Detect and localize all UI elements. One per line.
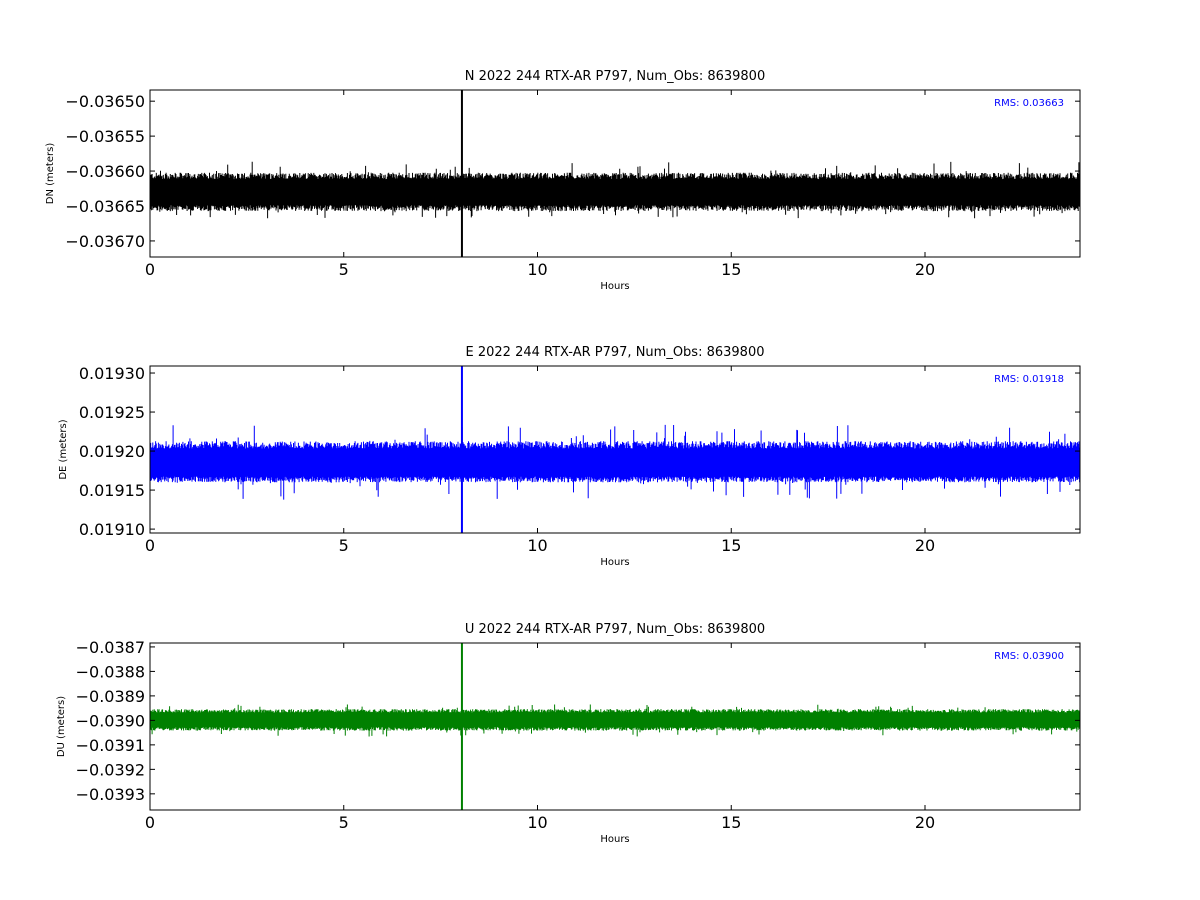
north-x-tick-label: 20 (915, 260, 935, 279)
up-x-tick-label: 15 (721, 813, 741, 832)
up-x-axis-label: Hours (600, 834, 629, 845)
east-series (150, 366, 1080, 533)
north-x-tick-label: 5 (339, 260, 349, 279)
up-x-tick-label: 0 (145, 813, 155, 832)
north-x-tick-label: 0 (145, 260, 155, 279)
east-panel: E 2022 244 RTX-AR P797, Num_Obs: 8639800… (58, 345, 1081, 568)
north-y-axis-label: DN (meters) (45, 143, 56, 205)
up-x-tick-label: 5 (339, 813, 349, 832)
east-y-axis-label: DE (meters) (58, 419, 69, 479)
up-y-tick-label: −0.0389 (76, 687, 145, 706)
north-series-line (150, 161, 1080, 219)
north-x-axis-label: Hours (600, 281, 629, 292)
up-y-axis-label: DU (meters) (56, 696, 67, 757)
east-panel-title: E 2022 244 RTX-AR P797, Num_Obs: 8639800 (466, 345, 765, 360)
north-panel: N 2022 244 RTX-AR P797, Num_Obs: 8639800… (45, 69, 1081, 292)
east-y-tick-label: 0.01915 (79, 481, 145, 500)
east-y-tick-label: 0.01920 (79, 442, 145, 461)
east-series-line (150, 424, 1080, 500)
up-panel: U 2022 244 RTX-AR P797, Num_Obs: 8639800… (56, 622, 1081, 845)
up-panel-title: U 2022 244 RTX-AR P797, Num_Obs: 8639800 (465, 622, 765, 637)
north-x-tick-label: 10 (527, 260, 547, 279)
east-x-axis-label: Hours (600, 557, 629, 568)
north-axes-frame (149, 89, 1081, 258)
up-y-tick-label: −0.0393 (76, 785, 145, 804)
east-y-tick-label: 0.01925 (79, 403, 145, 422)
north-panel-title: N 2022 244 RTX-AR P797, Num_Obs: 8639800 (465, 69, 765, 84)
north-rms-annotation: RMS: 0.03663 (994, 98, 1064, 109)
up-series-line (150, 704, 1080, 737)
up-y-tick-label: −0.0388 (76, 662, 145, 681)
up-rms-annotation: RMS: 0.03900 (994, 651, 1064, 662)
up-x-tick-label: 20 (915, 813, 935, 832)
north-series (150, 90, 1080, 257)
up-series (150, 643, 1080, 810)
east-x-tick-label: 15 (721, 536, 741, 555)
up-y-tick-label: −0.0390 (76, 711, 145, 730)
up-axes-frame (149, 642, 1081, 811)
north-y-tick-label: −0.03670 (65, 232, 145, 251)
north-y-tick-label: −0.03660 (65, 162, 145, 181)
east-y-tick-label: 0.01910 (79, 520, 145, 539)
east-axes-frame (149, 365, 1081, 534)
east-x-tick-label: 5 (339, 536, 349, 555)
north-y-tick-label: −0.03655 (65, 127, 145, 146)
east-x-tick-label: 20 (915, 536, 935, 555)
east-y-tick-label: 0.01930 (79, 364, 145, 383)
up-x-tick-label: 10 (527, 813, 547, 832)
north-x-tick-label: 15 (721, 260, 741, 279)
east-rms-annotation: RMS: 0.01918 (994, 374, 1064, 385)
up-y-tick-label: −0.0387 (76, 638, 145, 657)
up-y-tick-label: −0.0392 (76, 760, 145, 779)
east-x-tick-label: 10 (527, 536, 547, 555)
east-x-tick-label: 0 (145, 536, 155, 555)
north-y-tick-label: −0.03650 (65, 92, 145, 111)
north-y-tick-label: −0.03665 (65, 197, 145, 216)
up-y-tick-label: −0.0391 (76, 736, 145, 755)
